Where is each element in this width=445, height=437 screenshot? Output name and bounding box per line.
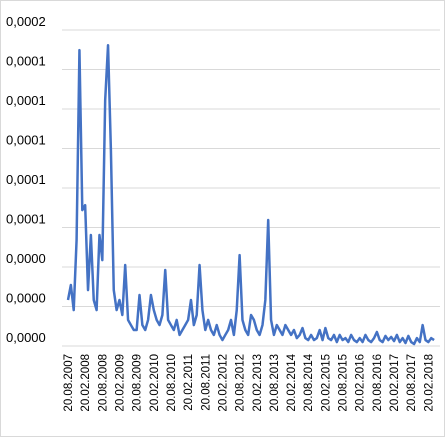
x-tick-label: 20.08.2014 <box>303 353 315 411</box>
x-tick-label: 20.02.2015 <box>320 354 332 412</box>
x-tick-label: 20.02.2010 <box>149 354 161 412</box>
y-tick-label: 0,0000 <box>6 330 46 345</box>
x-tick-label: 20.02.2008 <box>80 354 92 412</box>
y-tick-label: 0,0001 <box>6 212 46 227</box>
y-tick-label: 0,0001 <box>6 133 46 148</box>
x-tick-label: 20.02.2017 <box>389 354 401 412</box>
x-tick-label: 20.08.2016 <box>372 354 384 412</box>
x-tick-label: 20.08.2015 <box>338 354 350 412</box>
x-tick-label: 20.02.2018 <box>423 354 435 412</box>
x-tick-label: 20.08.2009 <box>132 354 144 412</box>
y-tick-label: 0,0001 <box>6 54 46 69</box>
x-tick-label: 20.08.2017 <box>406 354 418 412</box>
x-tick-label: 20.02.2014 <box>286 353 298 411</box>
x-tick-label: 20.08.2008 <box>97 354 109 412</box>
x-tick-label: 20.02.2016 <box>355 354 367 412</box>
y-tick-label: 0,0001 <box>6 93 46 108</box>
x-tick-label: 20.08.2007 <box>63 354 75 412</box>
x-tick-label: 20.08.2011 <box>200 354 212 411</box>
data-line <box>66 43 435 346</box>
x-tick-label: 20.02.2012 <box>217 354 229 412</box>
x-tick-label: 20.08.2010 <box>166 354 178 412</box>
y-tick-label: 0,0002 <box>6 14 46 29</box>
x-tick-label: 20.08.2012 <box>235 354 247 412</box>
y-tick-label: 0,0000 <box>6 251 46 266</box>
x-tick-label: 20.02.2013 <box>252 354 264 412</box>
x-tick-label: 20.02.2011 <box>183 354 195 411</box>
y-tick-label: 0,0000 <box>6 291 46 306</box>
x-tick-label: 20.02.2009 <box>114 354 126 412</box>
x-tick-label: 20.08.2013 <box>269 354 281 412</box>
y-tick-label: 0,0001 <box>6 172 46 187</box>
